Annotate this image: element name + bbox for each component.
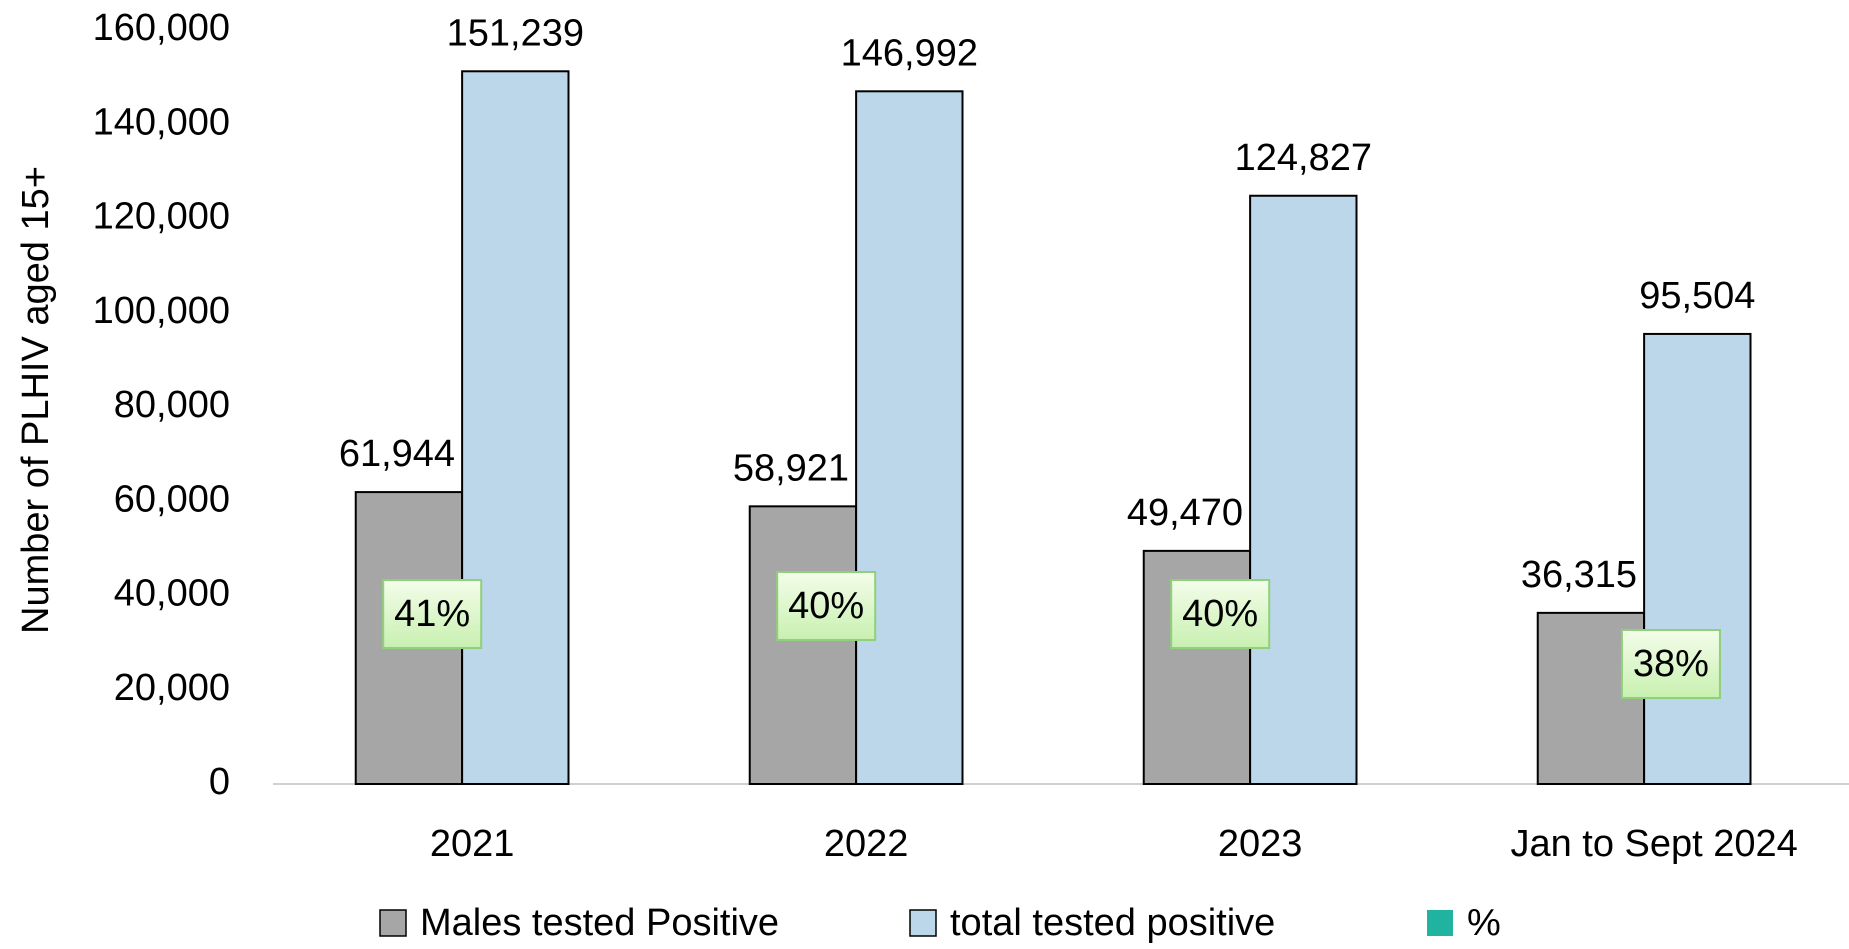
bar [461, 70, 570, 786]
y-tick-label: 0 [209, 761, 230, 803]
legend-swatch [379, 909, 407, 937]
percent-box [776, 571, 877, 641]
y-tick-label: 120,000 [93, 196, 230, 238]
x-tick-label: 2022 [824, 823, 909, 865]
legend-label: % [1467, 902, 1501, 944]
y-tick-label: 80,000 [114, 384, 230, 426]
bar [1249, 194, 1358, 786]
y-tick-label: 40,000 [114, 573, 230, 615]
y-tick-label: 20,000 [114, 667, 230, 709]
y-tick-label: 100,000 [93, 290, 230, 332]
bar [1643, 332, 1752, 785]
legend-swatch [909, 909, 937, 937]
percent-box [1620, 629, 1721, 699]
data-label: 36,315 [1521, 554, 1637, 596]
data-label: 146,992 [841, 32, 978, 74]
data-label: 49,470 [1127, 492, 1243, 534]
percent-label: 40% [1182, 593, 1258, 635]
y-tick-label: 160,000 [93, 7, 230, 49]
data-label: 124,827 [1235, 137, 1372, 179]
data-label: 58,921 [733, 447, 849, 489]
percent-box [382, 579, 483, 649]
legend-label: total tested positive [950, 902, 1275, 944]
data-label: 61,944 [339, 433, 455, 475]
percent-box [1170, 579, 1271, 649]
x-tick-label: 2023 [1218, 823, 1303, 865]
bar [748, 505, 858, 785]
percent-label: 38% [1633, 643, 1709, 685]
y-tick-label: 140,000 [93, 101, 230, 143]
x-tick-label: 2021 [430, 823, 515, 865]
data-label: 151,239 [447, 12, 584, 54]
percent-label: 41% [394, 593, 470, 635]
legend-swatch [1427, 910, 1453, 936]
x-tick-label: Jan to Sept 2024 [1510, 823, 1797, 865]
y-axis-title: Number of PLHIV aged 15+ [15, 166, 57, 634]
legend-label: Males tested Positive [420, 902, 779, 944]
data-label: 95,504 [1639, 275, 1755, 317]
y-tick-label: 60,000 [114, 478, 230, 520]
percent-label: 40% [788, 585, 864, 627]
bar [855, 90, 964, 786]
